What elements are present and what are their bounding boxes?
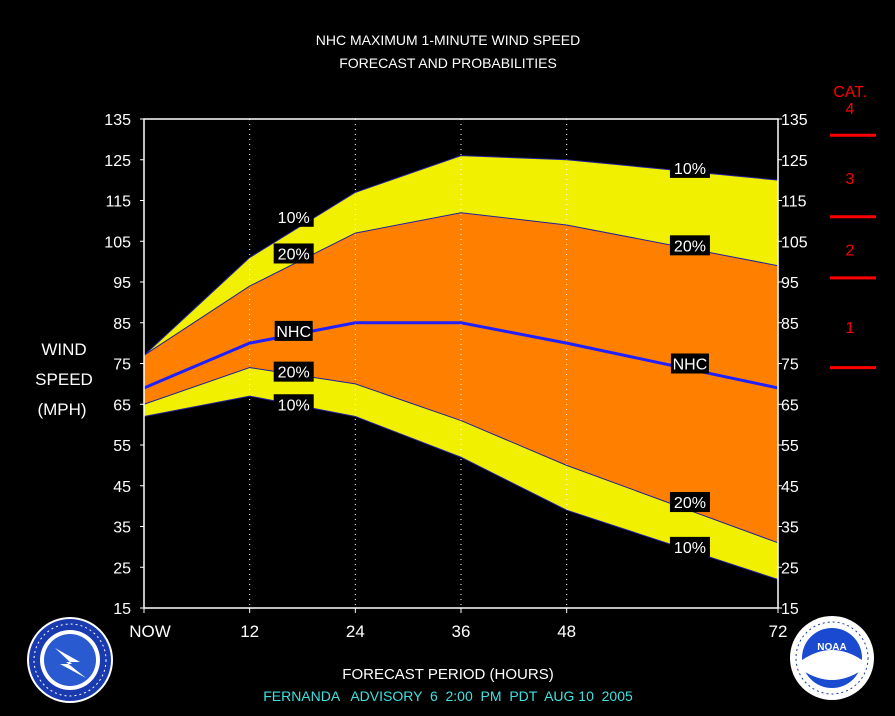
y-tick-label-left-45: 45	[113, 479, 131, 496]
category-label-2: 2	[846, 242, 855, 259]
x-tick-label-48: 48	[557, 622, 576, 641]
category-label-4: 4	[846, 101, 855, 118]
band-label-box-5	[669, 157, 710, 178]
noaa-logo: NOAA	[790, 616, 874, 700]
band-label-box-6	[669, 235, 710, 256]
y-tick-label-left-25: 25	[113, 560, 131, 577]
band-label-9: 10%	[674, 540, 706, 557]
band-label-5: 10%	[674, 161, 706, 178]
band-label-4: 10%	[278, 397, 310, 414]
y-tick-label-left-135: 135	[104, 112, 131, 129]
band-label-6: 20%	[674, 238, 706, 255]
y-tick-label-right-25: 25	[781, 560, 799, 577]
y-tick-label-right-95: 95	[781, 275, 799, 292]
series-lines	[143, 155, 779, 580]
band-label-box-9	[669, 536, 710, 557]
y-tick-label-right-135: 135	[781, 112, 808, 129]
axis-ticks: 15 15 25 25 35 35 45 45 55 55 65 65 75 75 85 85 95 95 105 1…	[104, 112, 808, 641]
y-tick-label-right-75: 75	[781, 357, 799, 374]
y-tick-label-right-105: 105	[781, 234, 808, 251]
band-label-box-0	[273, 206, 314, 227]
chart-subtitle: FORECAST AND PROBABILITIES	[339, 55, 557, 71]
band-label-8: 20%	[674, 495, 706, 512]
category-label-3: 3	[846, 171, 855, 188]
band-labels: 10% 20% NHC 20% 10% 10% 20% NHC 20% 10%	[273, 157, 710, 557]
band-label-box-4	[273, 394, 314, 415]
y-tick-label-left-125: 125	[104, 153, 131, 170]
y-tick-label-right-125: 125	[781, 153, 808, 170]
y-axis-title-line-2: SPEED	[35, 370, 93, 389]
band-label-0: 10%	[278, 210, 310, 227]
y-tick-label-right-45: 45	[781, 479, 799, 496]
series-line-lower-20	[143, 367, 779, 544]
x-tick-label-24: 24	[346, 622, 365, 641]
y-axis-title-line-1: WIND	[41, 340, 86, 359]
series-line-lower-10	[143, 395, 779, 580]
band-label-2: NHC	[276, 324, 311, 341]
x-tick-label-now: NOW	[129, 622, 171, 641]
series-line-nhc	[143, 321, 779, 390]
band-label-box-3	[273, 361, 314, 382]
y-tick-label-right-85: 85	[781, 316, 799, 333]
inner-probability-band	[144, 212, 778, 543]
x-tick-label-72: 72	[769, 622, 788, 641]
series-line-upper-20	[143, 212, 779, 356]
band-label-box-1	[273, 243, 314, 264]
band-label-box-8	[669, 492, 710, 513]
y-tick-label-right-35: 35	[781, 520, 799, 537]
band-label-7: NHC	[673, 357, 708, 374]
y-tick-label-left-115: 115	[105, 194, 131, 211]
advisory-footer: FERNANDA ADVISORY 6 2:00 PM PDT AUG 10 2…	[263, 688, 633, 704]
y-tick-label-left-35: 35	[113, 520, 131, 537]
y-axis-title-line-3: (MPH)	[37, 400, 86, 419]
svg-text:NOAA: NOAA	[817, 642, 846, 653]
y-tick-label-left-75: 75	[113, 357, 131, 374]
category-scale: 4 3 2 1	[830, 101, 876, 370]
x-tick-label-36: 36	[452, 622, 471, 641]
y-tick-label-left-95: 95	[113, 275, 131, 292]
y-tick-label-right-15: 15	[781, 601, 799, 618]
chart-title: NHC MAXIMUM 1-MINUTE WIND SPEED	[316, 32, 580, 48]
y-tick-label-left-105: 105	[104, 234, 131, 251]
y-tick-label-left-65: 65	[113, 397, 131, 414]
y-axis-title: WIND SPEED (MPH)	[35, 340, 93, 419]
y-tick-label-right-115: 115	[781, 194, 807, 211]
band-label-3: 20%	[278, 365, 310, 382]
x-axis-title: FORECAST PERIOD (HOURS)	[342, 666, 553, 683]
y-tick-label-right-55: 55	[781, 438, 799, 455]
series-line-upper-10	[143, 155, 779, 356]
nws-logo	[27, 617, 113, 703]
band-label-box-7	[670, 353, 709, 374]
band-label-box-2	[274, 320, 313, 341]
y-tick-label-left-85: 85	[113, 316, 131, 333]
y-tick-label-left-15: 15	[113, 601, 131, 618]
y-tick-label-right-65: 65	[781, 397, 799, 414]
band-label-1: 20%	[278, 246, 310, 263]
y-tick-label-left-55: 55	[113, 438, 131, 455]
x-tick-label-12: 12	[240, 622, 259, 641]
category-title: CAT.	[833, 84, 866, 101]
category-label-1: 1	[846, 320, 855, 337]
